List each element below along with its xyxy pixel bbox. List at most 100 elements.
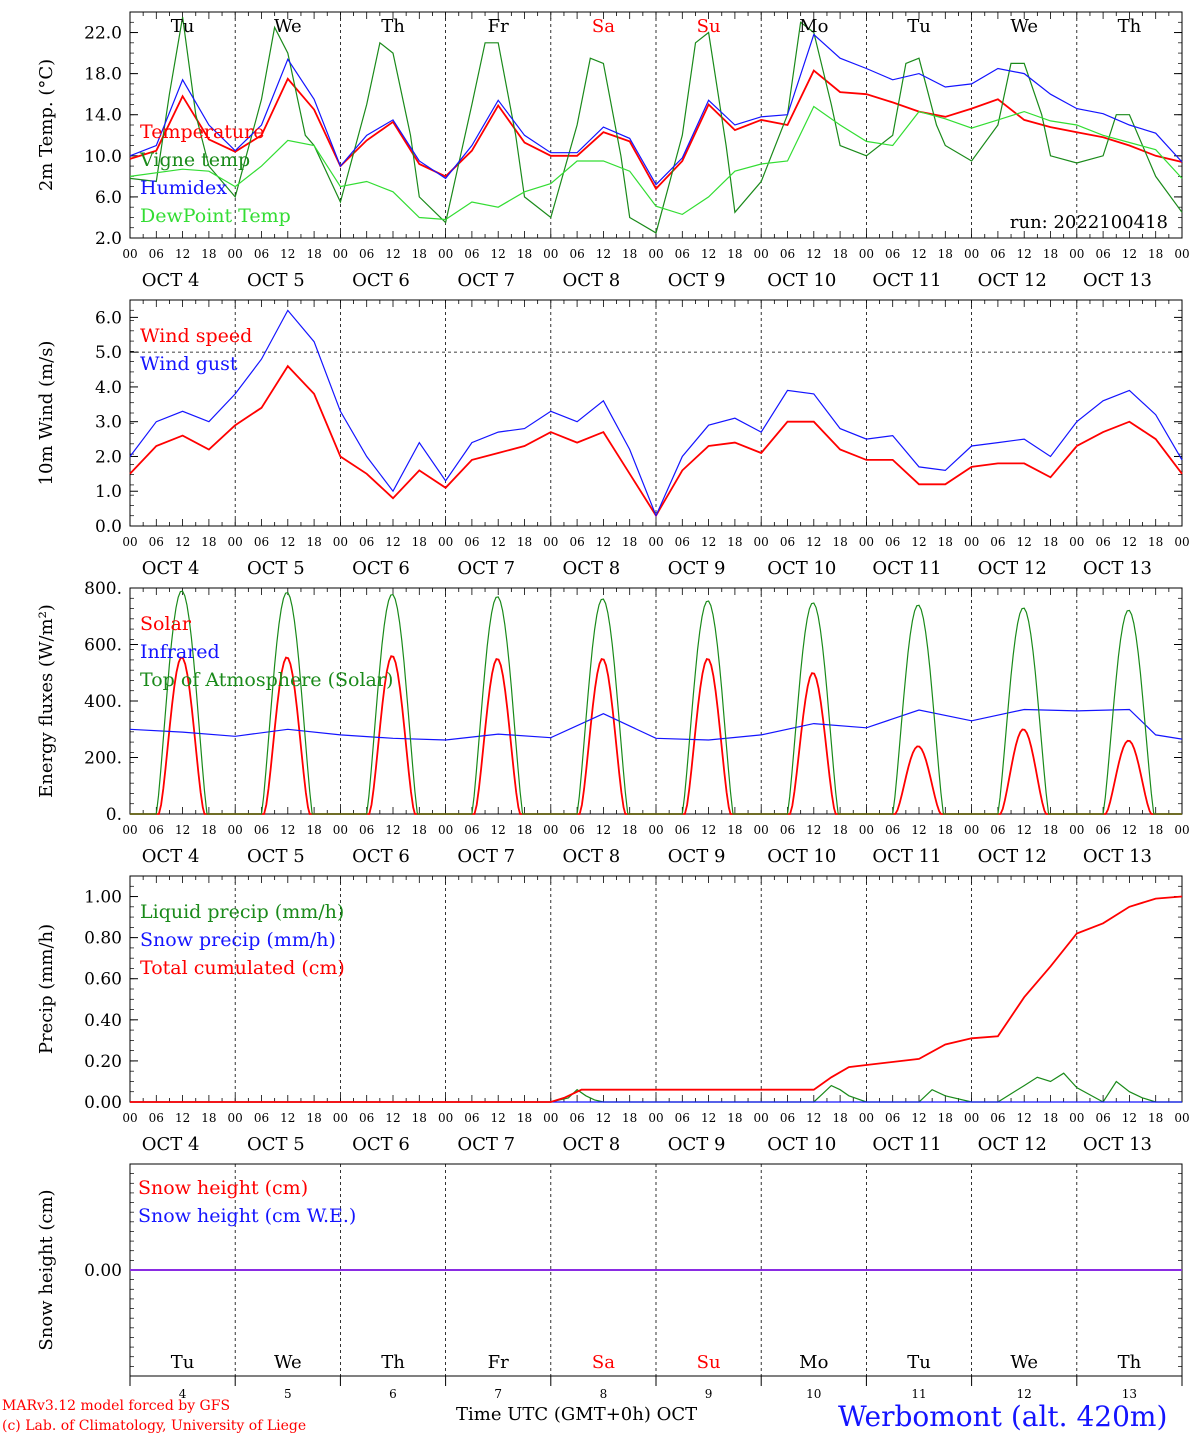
hour-tick-label: 06 [885,823,900,837]
legend-entry: Top of Atmosphere (Solar) [140,669,393,691]
date-label: OCT 12 [978,270,1047,291]
y-tick-label: 0.40 [84,1011,122,1031]
hour-tick-label: 06 [359,1111,374,1125]
hour-tick-label: 00 [964,1111,979,1125]
panel-temp [129,11,1183,239]
hour-tick-label: 18 [1148,823,1163,837]
legend-entry: Solar [140,613,192,635]
panel-precip [129,875,1183,1103]
hour-tick-label: 06 [149,1111,164,1125]
hour-tick-label: 18 [1043,535,1058,549]
hour-tick-label: 00 [964,823,979,837]
date-label: OCT 5 [247,558,305,579]
day-number: 7 [494,1387,502,1401]
hour-tick-label: 06 [675,823,690,837]
series-line-temperature [129,69,1183,191]
hour-tick-label: 12 [385,1111,400,1125]
hour-tick-label: 12 [806,535,821,549]
hour-tick-label: 00 [859,535,874,549]
date-label: OCT 9 [668,1134,726,1155]
panel-snow [129,1163,1183,1386]
hour-tick-label: 12 [701,1111,716,1125]
hour-tick-label: 12 [491,1111,506,1125]
date-label: OCT 11 [872,270,941,291]
panel-wind [129,299,1183,527]
y-tick-label: 6.0 [95,188,122,208]
hour-tick-label: 00 [1174,823,1189,837]
date-label: OCT 12 [978,558,1047,579]
day-name: Sa [592,16,615,37]
series-line-total-cumulated-cm- [130,895,1183,1103]
hour-tick-label: 00 [333,247,348,261]
hour-tick-label: 18 [832,535,847,549]
date-label: OCT 10 [767,1134,836,1155]
y-tick-label: 0.0 [95,517,122,537]
date-label: OCT 6 [352,558,410,579]
hour-tick-label: 18 [517,535,532,549]
y-tick-label: 6.0 [95,308,122,328]
day-name: Mo [799,16,828,37]
day-number: 13 [1122,1387,1137,1401]
series-line-humidex [129,33,1183,186]
day-name: Mo [799,1352,828,1373]
hour-tick-label: 06 [675,247,690,261]
y-axis-label: Precip (mm/h) [36,924,57,1054]
series-line-vigne-temp [129,16,1183,234]
series-line-liquid-precip-mm-h- [130,1072,1182,1103]
y-tick-label: 200. [84,749,122,769]
hour-tick-label: 06 [569,823,584,837]
hour-tick-label: 06 [254,823,269,837]
hour-tick-label: 12 [911,247,926,261]
hour-tick-label: 06 [254,1111,269,1125]
y-tick-label: 14.0 [84,106,122,126]
hour-tick-label: 18 [1043,823,1058,837]
date-label: OCT 6 [352,270,410,291]
day-name: Su [697,16,721,37]
legend-entry: Liquid precip (mm/h) [140,901,344,923]
hour-tick-label: 18 [201,823,216,837]
date-label: OCT 9 [668,558,726,579]
date-label: OCT 13 [1083,558,1152,579]
hour-tick-label: 18 [938,1111,953,1125]
y-tick-label: 2.0 [95,229,122,249]
hour-tick-label: 06 [464,247,479,261]
hour-tick-label: 00 [754,1111,769,1125]
hour-tick-label: 06 [359,535,374,549]
series-line-wind-gust [129,309,1183,518]
hour-tick-label: 06 [569,535,584,549]
y-tick-label: 3.0 [95,413,122,433]
hour-tick-label: 12 [491,823,506,837]
day-number: 5 [284,1387,292,1401]
series-line-infrared [129,708,1183,741]
date-label: OCT 13 [1083,270,1152,291]
hour-tick-label: 18 [622,1111,637,1125]
date-label: OCT 4 [142,558,200,579]
hour-tick-label: 12 [175,535,190,549]
hour-tick-label: 06 [254,535,269,549]
hour-tick-label: 12 [911,823,926,837]
hour-tick-label: 00 [333,535,348,549]
hour-tick-label: 06 [1095,535,1110,549]
day-name: Tu [907,1352,931,1373]
hour-tick-label: 06 [885,535,900,549]
hour-tick-label: 06 [464,823,479,837]
date-label: OCT 5 [247,846,305,867]
hour-tick-label: 00 [1174,247,1189,261]
hour-tick-label: 00 [438,1111,453,1125]
day-number: 9 [705,1387,713,1401]
hour-tick-label: 12 [175,247,190,261]
hour-tick-label: 06 [359,823,374,837]
y-tick-label: 0.80 [84,929,122,949]
day-name: Sa [592,1352,615,1373]
series-line-top-of-atmosphere-solar- [130,590,1182,815]
hour-tick-label: 00 [333,823,348,837]
hour-tick-label: 12 [280,247,295,261]
lab-credit: (c) Lab. of Climatology, University of L… [2,1418,307,1434]
y-axis-label: 10m Wind (m/s) [36,341,57,486]
hour-tick-label: 06 [1095,1111,1110,1125]
legend-entry: Wind gust [140,353,238,375]
legend-entry: Total cumulated (cm) [140,957,345,979]
y-tick-label: 0.00 [84,1093,122,1113]
hour-tick-label: 06 [990,535,1005,549]
